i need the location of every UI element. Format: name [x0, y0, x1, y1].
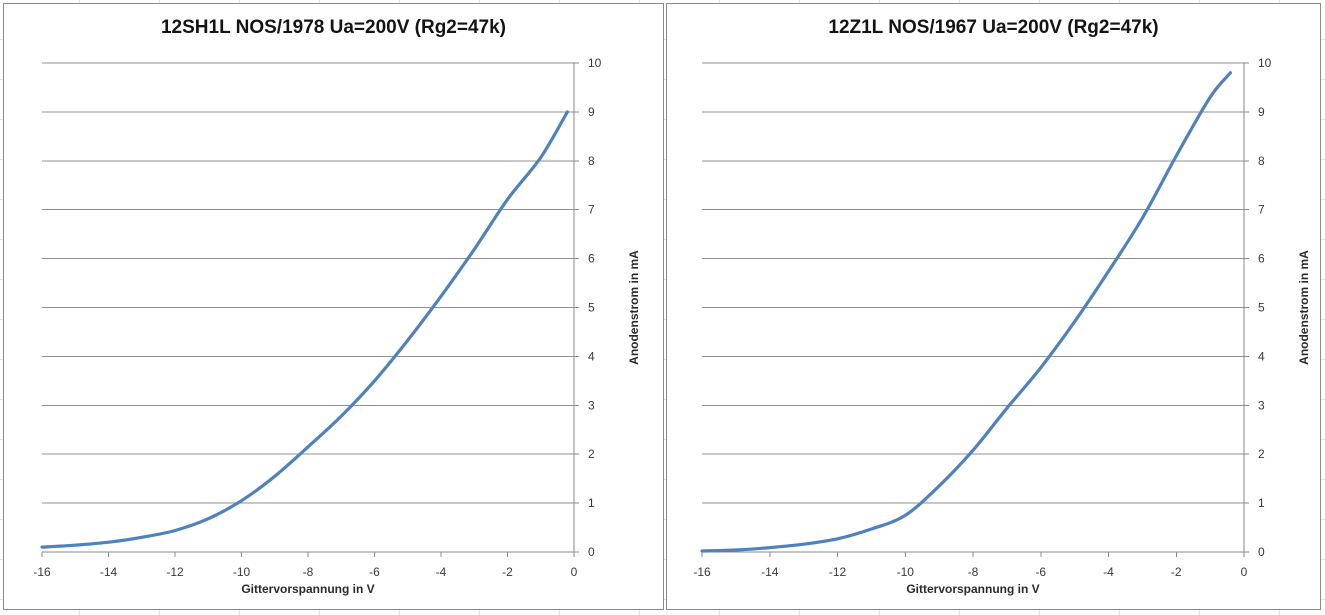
- svg-text:-6: -6: [369, 565, 380, 579]
- svg-text:8: 8: [1258, 154, 1265, 168]
- svg-text:1: 1: [588, 496, 595, 510]
- svg-text:6: 6: [1258, 252, 1265, 266]
- svg-text:9: 9: [1258, 105, 1265, 119]
- svg-text:5: 5: [588, 301, 595, 315]
- svg-text:6: 6: [588, 252, 595, 266]
- svg-text:10: 10: [1258, 56, 1272, 70]
- svg-text:10: 10: [588, 56, 602, 70]
- svg-text:4: 4: [588, 349, 595, 363]
- svg-text:-16: -16: [33, 565, 51, 579]
- svg-text:5: 5: [1258, 301, 1265, 315]
- svg-text:-10: -10: [233, 565, 251, 579]
- svg-text:2: 2: [588, 447, 595, 461]
- svg-text:0: 0: [1241, 565, 1248, 579]
- gridlines: [42, 62, 574, 504]
- svg-text:0: 0: [1258, 545, 1265, 559]
- svg-text:9: 9: [588, 105, 595, 119]
- y-tick-labels: 0 1 2 3 4 5 6 7 8 9 10: [1258, 56, 1272, 559]
- x-axis-title: Gittervorspannung in V: [241, 582, 374, 596]
- svg-text:7: 7: [1258, 203, 1265, 217]
- x-axis: [41, 551, 575, 557]
- y-axis: [573, 62, 579, 553]
- svg-text:-4: -4: [436, 565, 447, 579]
- svg-text:-8: -8: [303, 565, 314, 579]
- svg-text:8: 8: [588, 154, 595, 168]
- svg-text:-14: -14: [761, 565, 779, 579]
- svg-text:0: 0: [588, 545, 595, 559]
- svg-text:2: 2: [1258, 447, 1265, 461]
- chart-12sh1l[interactable]: 12SH1L NOS/1978 Ua=200V (Rg2=47k) -16 -14…: [3, 3, 664, 610]
- svg-text:-12: -12: [166, 565, 184, 579]
- x-axis: [701, 551, 1245, 557]
- svg-text:-12: -12: [829, 565, 847, 579]
- svg-text:3: 3: [588, 398, 595, 412]
- x-axis-title: Gittervorspannung in V: [906, 582, 1039, 596]
- y-axis-title: Anodenstrom in mA: [1297, 250, 1311, 365]
- chart-plot-area: -16 -14 -12 -10 -8 -6 -4 -2 00 1 2 3 4 5 6 7 8 9 10 Gitterv…: [693, 56, 1311, 596]
- chart-12z1l[interactable]: 12Z1L NOS/1967 Ua=200V (Rg2=47k) -16 -14-…: [666, 3, 1321, 610]
- svg-text:-16: -16: [693, 565, 711, 579]
- chart-title: 12SH1L NOS/1978 Ua=200V (Rg2=47k): [160, 17, 506, 38]
- chart-title: 12Z1L NOS/1967 Ua=200V (Rg2=47k): [828, 17, 1159, 38]
- svg-text:1: 1: [1258, 496, 1265, 510]
- svg-text:-6: -6: [1035, 565, 1046, 579]
- svg-text:7: 7: [588, 203, 595, 217]
- svg-text:-4: -4: [1103, 565, 1114, 579]
- svg-text:-14: -14: [100, 565, 118, 579]
- svg-text:-10: -10: [897, 565, 915, 579]
- svg-text:0: 0: [571, 565, 578, 579]
- svg-text:4: 4: [1258, 349, 1265, 363]
- chart-plot-area: -16 -14 -12 -10 -8 -6 -4 -2 00 1 2 3 4 5 6 7 8 9 10 Gitterv…: [33, 56, 641, 596]
- series-line: [40, 110, 569, 549]
- y-axis: [1243, 62, 1249, 553]
- x-tick-labels: -16 -14 -12 -10 -8 -6 -4 -2 0: [33, 565, 577, 579]
- y-axis-title: Anodenstrom in mA: [627, 250, 641, 365]
- svg-text:-2: -2: [502, 565, 513, 579]
- svg-text:-2: -2: [1171, 565, 1182, 579]
- x-tick-labels: -16 -14 -12 -10 -8 -6 -4 -2 0: [693, 565, 1247, 579]
- gridlines: [702, 62, 1244, 504]
- series-line: [700, 71, 1232, 553]
- svg-text:-8: -8: [968, 565, 979, 579]
- y-tick-labels: 0 1 2 3 4 5 6 7 8 9 10: [588, 56, 602, 559]
- svg-text:3: 3: [1258, 398, 1265, 412]
